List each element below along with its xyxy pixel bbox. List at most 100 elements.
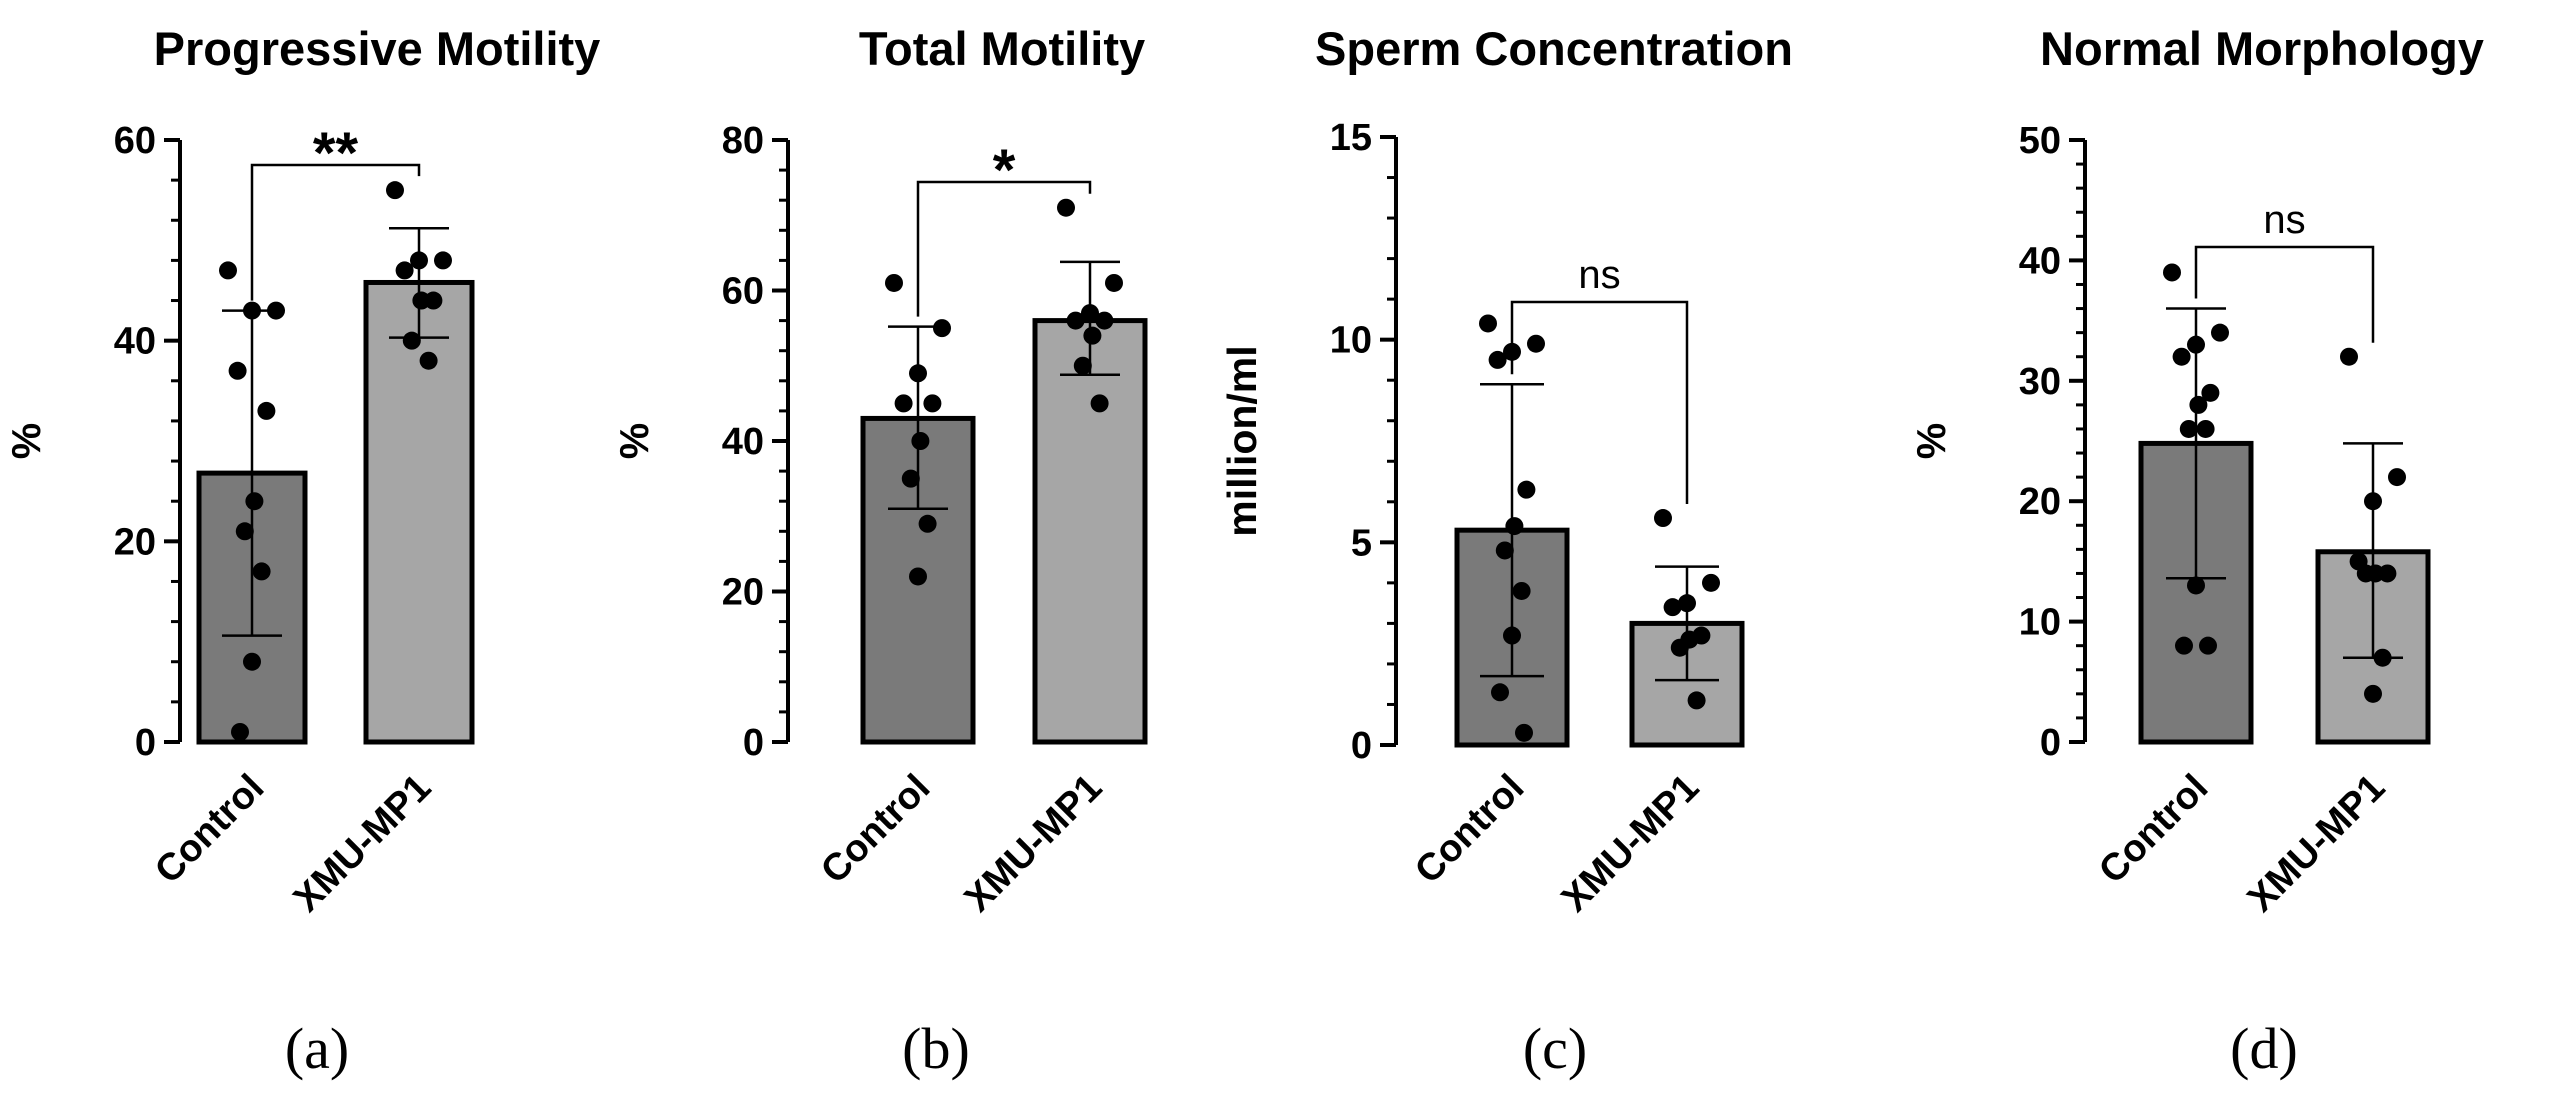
panel-label: (d) [2230, 1016, 2298, 1081]
data-point [1488, 350, 1507, 369]
data-point [1081, 304, 1099, 323]
data-point [1479, 314, 1497, 333]
panel-label: (c) [1523, 1016, 1587, 1081]
y-tick-label: 20 [114, 521, 156, 563]
significance-bracket [2194, 245, 2375, 343]
data-point [412, 291, 431, 310]
data-point [1495, 541, 1514, 560]
y-tick-label: 5 [1351, 522, 1372, 564]
data-point [1687, 691, 1706, 710]
data-point [1073, 356, 1092, 375]
data-point [267, 301, 285, 320]
data-point [2187, 335, 2205, 354]
data-point [1057, 198, 1075, 217]
y-tick-label: 60 [114, 120, 156, 162]
data-point [434, 251, 452, 270]
chart-panel-3: Sperm Concentration 0 5 10 15 million/ml Contr… [1219, 22, 1793, 1081]
data-point [885, 273, 903, 292]
data-point [2364, 492, 2382, 511]
y-tick-label: 0 [2040, 722, 2061, 764]
chart-panel-4: Normal Morphology 0 10 20 30 40 50% Control XMU-… [1908, 22, 2484, 1081]
data-point [257, 401, 276, 420]
data-point [2199, 636, 2217, 655]
y-tick-label: 30 [2019, 361, 2061, 403]
bar-xmu-mp1 [1629, 620, 1745, 748]
data-point [894, 394, 913, 413]
data-point [1654, 509, 1672, 528]
data-point [2172, 347, 2191, 366]
y-tick-label: 40 [722, 421, 764, 463]
chart-title: Sperm Concentration [1315, 22, 1793, 75]
data-point [245, 492, 264, 511]
chart-panel-2: Total Motility 0 20 40 60 80% Control XMU-MP1 * (… [611, 22, 1148, 1081]
significance-bracket [1510, 300, 1689, 505]
data-point [2211, 323, 2229, 342]
y-axis-label: million/ml [1219, 345, 1265, 536]
data-point [1095, 311, 1114, 330]
data-point [918, 514, 937, 533]
y-tick-label: 0 [1351, 725, 1372, 767]
y-tick-label: 20 [722, 572, 764, 614]
data-point [901, 469, 920, 488]
category-label: Control [813, 767, 938, 892]
y-tick-label: 60 [722, 271, 764, 313]
data-point [219, 261, 237, 280]
data-point [1505, 517, 1524, 536]
data-point [1090, 394, 1109, 413]
category-label: XMU-MP1 [1554, 767, 1708, 921]
data-point [911, 432, 930, 450]
data-point [923, 394, 942, 413]
data-point [2196, 419, 2215, 438]
category-label: Control [147, 767, 272, 892]
data-point [1515, 723, 1533, 742]
data-point [1670, 638, 1689, 657]
data-point [1503, 626, 1521, 645]
data-point [2163, 263, 2181, 282]
data-point [933, 319, 951, 338]
y-tick-label: 40 [114, 321, 156, 363]
data-point [1517, 480, 1536, 499]
data-point [2388, 468, 2406, 487]
data-point [909, 364, 927, 383]
y-tick-label: 80 [722, 120, 764, 162]
data-point [1105, 273, 1123, 292]
data-point [1663, 598, 1682, 617]
data-point [228, 361, 247, 380]
significance-label: * [993, 138, 1016, 203]
significance-bracket [916, 180, 1092, 317]
data-point [410, 251, 428, 270]
chart-title: Total Motility [859, 22, 1145, 75]
data-point [231, 722, 249, 741]
y-axis-label: % [3, 423, 49, 459]
data-point [252, 562, 271, 581]
significance-label: ns [1578, 253, 1620, 297]
y-axis-label: % [611, 423, 657, 459]
y-tick-label: 10 [1330, 320, 1372, 362]
chart-panel-1: Progressive Motility 0 20 40 60% Control XMU-M… [3, 22, 600, 1081]
y-axis-label: % [1908, 423, 1954, 459]
chart-title: Normal Morphology [2040, 22, 2484, 75]
category-label: XMU-MP1 [957, 767, 1111, 921]
data-point [909, 567, 927, 586]
data-point [2201, 383, 2220, 402]
data-point [2373, 648, 2392, 667]
data-point [1702, 573, 1720, 592]
data-point [235, 522, 254, 541]
data-point [1512, 581, 1531, 600]
data-point [1491, 683, 1509, 702]
data-point [2189, 395, 2208, 414]
data-point [2364, 684, 2382, 703]
data-point [2340, 347, 2358, 366]
chart-title: Progressive Motility [154, 22, 601, 75]
panel-label: (b) [902, 1016, 970, 1081]
y-tick-label: 20 [2019, 481, 2061, 523]
panel-label: (a) [285, 1016, 349, 1081]
bar-xmu-mp1 [363, 279, 475, 745]
data-point [1527, 334, 1545, 353]
bar-xmu-mp1 [1032, 318, 1148, 745]
y-tick-label: 0 [135, 722, 156, 764]
data-point [402, 331, 421, 350]
data-point [243, 652, 261, 671]
y-tick-label: 50 [2019, 120, 2061, 162]
